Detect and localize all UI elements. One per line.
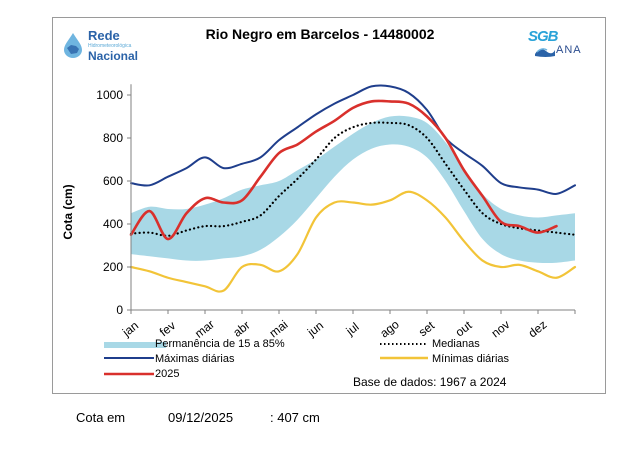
y-tick-label: 400 [103, 217, 123, 231]
footer-date: 09/12/2025 [168, 410, 234, 425]
legend-band-swatch [104, 342, 166, 348]
y-tick-label: 800 [103, 131, 123, 145]
max-daily-line [130, 84, 576, 195]
year-2025-line [129, 99, 558, 241]
median-line [129, 121, 577, 237]
permanence-band [131, 115, 575, 263]
y-tick-label: 0 [116, 303, 123, 317]
x-tick-label: fev [157, 318, 178, 339]
sgb-ana-logo: SGB ANA [528, 28, 594, 62]
x-tick-label: jun [304, 318, 326, 340]
wave-icon [535, 48, 555, 57]
x-tick-label: ago [377, 317, 402, 341]
legend-max-label: Máximas diárias [155, 353, 235, 365]
legend-max-swatch [104, 357, 154, 359]
footer-label: Cota em [76, 410, 126, 425]
data-base-note: Base de dados: 1967 a 2024 [353, 375, 507, 389]
y-tick-label: 1000 [96, 88, 123, 102]
x-tick-label: out [453, 318, 475, 340]
logo-text-sgb: SGB [528, 28, 558, 45]
rede-hidrometeorologica-logo: Rede Hidrometeorológica Nacional [62, 26, 152, 66]
x-tick-label: jan [119, 318, 141, 340]
footer-value: : 407 cm [270, 410, 320, 425]
logo-text-nacional: Nacional [88, 49, 139, 63]
water-drop-icon [64, 33, 82, 58]
x-tick-label: nov [489, 317, 513, 340]
legend-min-label: Mínimas diárias [432, 353, 510, 365]
legend-median-label: Medianas [432, 338, 480, 350]
legend-band-label: Permanência de 15 a 85% [155, 338, 285, 350]
logo-text-ana: ANA [556, 44, 582, 56]
min-daily-line [129, 190, 577, 293]
legend-2025-swatch [104, 372, 154, 376]
logo-text-hidro: Hidrometeorológica [88, 43, 132, 49]
x-tick-label: abr [230, 318, 252, 340]
y-tick-label: 600 [103, 174, 123, 188]
x-tick-label: dez [526, 317, 550, 340]
x-tick-label: set [416, 318, 438, 339]
x-tick-label: jul [343, 320, 362, 339]
y-tick-label: 200 [103, 260, 123, 274]
legend-median-swatch [380, 343, 428, 345]
logo-text-rede: Rede [88, 28, 120, 43]
legend-2025-label: 2025 [155, 368, 180, 380]
chart-title: Rio Negro em Barcelos - 14480002 [205, 26, 435, 42]
x-tick-label: mai [267, 317, 291, 340]
legend-min-swatch [380, 356, 428, 360]
